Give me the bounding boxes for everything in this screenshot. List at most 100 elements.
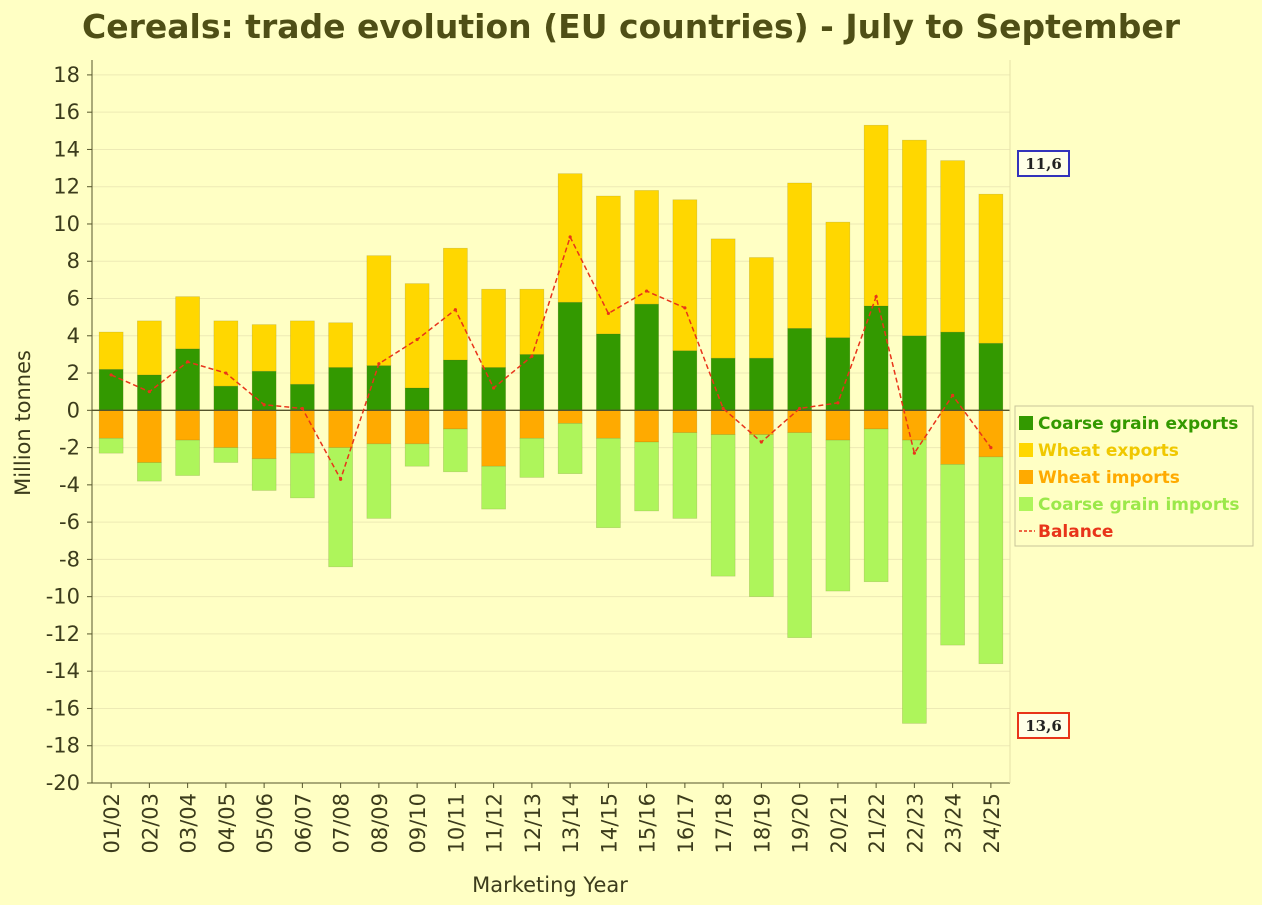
y-tick-label-16: 16 <box>53 100 80 124</box>
y-tick-label-14: 14 <box>53 137 80 161</box>
bar-wheat-imports-08-09 <box>366 410 392 445</box>
bar-wheat-exports-07-08 <box>328 322 353 368</box>
legend-swatch-wheat-exports <box>1019 443 1033 457</box>
y-tick-label-4: -4 <box>59 473 80 497</box>
bar-coarse-grain-imports-05-06 <box>251 458 277 491</box>
balance-line-group <box>109 235 993 482</box>
bar-coarse-grain-imports-08-09 <box>366 443 392 519</box>
bar-coarse-grain-imports-23-24 <box>940 464 965 646</box>
bar-wheat-exports-05-06 <box>251 324 277 372</box>
bar-coarse-grain-exports-16-17 <box>672 350 698 411</box>
point-balance-15-16 <box>645 289 649 293</box>
x-tick-label-22-23: 22/23 <box>903 793 927 854</box>
bar-wheat-imports-05-06 <box>251 410 277 460</box>
legend-label-balance: Balance <box>1038 522 1113 542</box>
bar-coarse-grain-exports-15-16 <box>634 303 659 411</box>
plot-area <box>92 60 1010 783</box>
bar-wheat-imports-06-07 <box>290 410 315 454</box>
point-balance-12-13 <box>530 354 534 358</box>
point-balance-18-19 <box>759 440 763 444</box>
bar-wheat-imports-01-02 <box>98 410 124 439</box>
bar-coarse-grain-imports-07-08 <box>328 447 353 568</box>
bar-wheat-imports-09-10 <box>404 410 430 445</box>
bar-coarse-grain-imports-21-22 <box>863 428 889 583</box>
x-tick-label-04-05: 04/05 <box>215 793 239 854</box>
bar-coarse-grain-exports-20-21 <box>825 337 851 411</box>
bar-coarse-grain-exports-22-23 <box>902 335 927 411</box>
bar-coarse-grain-imports-24-25 <box>978 456 1004 665</box>
bar-wheat-exports-14-15 <box>596 195 621 335</box>
bar-coarse-grain-exports-13-14 <box>557 301 583 411</box>
legend-label-wheat-exports: Wheat exports <box>1038 441 1179 461</box>
x-tick-label-06-07: 06/07 <box>291 793 315 854</box>
bar-wheat-imports-04-05 <box>213 410 239 448</box>
y-tick-label-16: -16 <box>46 696 80 720</box>
x-tick-label-17-18: 17/18 <box>712 793 736 854</box>
x-tick-label-02-03: 02/03 <box>138 793 162 854</box>
bar-wheat-imports-02-03 <box>137 410 162 463</box>
bar-wheat-exports-17-18 <box>710 238 736 359</box>
point-balance-04-05 <box>224 371 228 375</box>
y-axis-title: Million tonnes <box>11 350 35 496</box>
bar-wheat-imports-21-22 <box>863 410 889 430</box>
x-tick-label-01-02: 01/02 <box>100 793 124 854</box>
bar-coarse-grain-imports-22-23 <box>902 439 927 724</box>
y-tick-label-18: -18 <box>46 734 80 758</box>
y-tick-label-10: 10 <box>53 212 80 236</box>
legend: Coarse grain exports Wheat exports Wheat i… <box>1014 405 1254 547</box>
legend-label-wheat-imports: Wheat imports <box>1038 468 1180 488</box>
bar-wheat-exports-11-12 <box>481 288 506 368</box>
bar-wheat-exports-16-17 <box>672 199 698 351</box>
point-balance-03-04 <box>186 360 190 364</box>
bar-coarse-grain-imports-12-13 <box>519 437 545 478</box>
x-tick-label-11-12: 11/12 <box>483 793 507 854</box>
bar-coarse-grain-imports-01-02 <box>98 437 124 454</box>
bar-coarse-grain-exports-17-18 <box>710 357 736 411</box>
bar-wheat-exports-06-07 <box>290 320 315 385</box>
point-balance-10-11 <box>453 308 457 312</box>
point-balance-01-02 <box>109 373 113 377</box>
annotation-box-2 <box>1017 712 1070 739</box>
point-balance-13-14 <box>568 235 572 239</box>
point-balance-16-17 <box>683 306 687 310</box>
bar-coarse-grain-imports-09-10 <box>404 443 430 467</box>
bar-wheat-exports-02-03 <box>137 320 162 376</box>
y-tick-label-6: 6 <box>67 287 80 311</box>
bar-coarse-grain-exports-07-08 <box>328 367 353 411</box>
x-tick-label-24-25: 24/25 <box>980 793 1004 854</box>
y-tick-label-4: 4 <box>67 324 80 348</box>
y-tick-label-14: -14 <box>46 659 80 683</box>
bar-coarse-grain-imports-02-03 <box>137 462 162 482</box>
bar-wheat-exports-18-19 <box>749 257 774 359</box>
point-balance-11-12 <box>492 386 496 390</box>
legend-swatch-coarse-grain-exports <box>1019 416 1033 430</box>
bar-coarse-grain-imports-14-15 <box>596 437 621 529</box>
bar-wheat-imports-18-19 <box>749 410 774 435</box>
bar-coarse-grain-exports-10-11 <box>443 359 468 411</box>
x-tick-label-09-10: 09/10 <box>406 793 430 854</box>
bar-wheat-exports-23-24 <box>940 160 965 333</box>
bar-coarse-grain-exports-06-07 <box>290 383 315 411</box>
bar-coarse-grain-exports-19-20 <box>787 328 812 411</box>
bar-wheat-imports-16-17 <box>672 410 698 433</box>
bar-wheat-exports-04-05 <box>213 320 239 387</box>
bar-coarse-grain-exports-18-19 <box>749 357 774 411</box>
bar-wheat-imports-20-21 <box>825 410 851 441</box>
legend-label-coarse-grain-imports: Coarse grain imports <box>1038 495 1239 515</box>
point-balance-08-09 <box>377 362 381 366</box>
bar-coarse-grain-imports-16-17 <box>672 432 698 519</box>
bar-wheat-imports-23-24 <box>940 410 965 465</box>
legend-swatch-wheat-imports <box>1019 470 1033 484</box>
point-balance-20-21 <box>836 401 840 405</box>
x-tick-label-14-15: 14/15 <box>597 793 621 854</box>
bar-wheat-exports-24-25 <box>978 193 1004 344</box>
point-balance-05-06 <box>262 403 266 407</box>
x-tick-label-03-04: 03/04 <box>177 793 201 854</box>
legend-box <box>1014 405 1254 547</box>
x-tick-label-12-13: 12/13 <box>521 793 545 854</box>
bar-wheat-exports-08-09 <box>366 255 392 366</box>
point-balance-19-20 <box>798 406 802 411</box>
y-tick-label-20: -20 <box>46 771 80 795</box>
x-tick-labels: 01/02 02/03 03/04 04/05 05/06 06/07 07/08 08/09… <box>100 793 1004 854</box>
